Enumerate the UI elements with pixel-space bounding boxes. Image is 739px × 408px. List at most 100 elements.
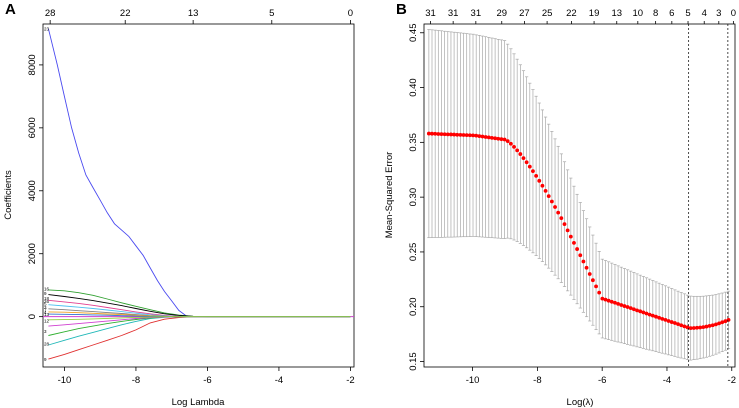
panel-b-top-tick-label: 31 bbox=[471, 8, 482, 19]
panel-b-top-tick-label: 0 bbox=[731, 8, 736, 19]
panel-a-y-tick-label: 8000 bbox=[27, 54, 38, 75]
panel-a-series-line bbox=[48, 316, 351, 346]
panel-a-letter: A bbox=[5, 1, 16, 18]
panel-b: B Log(λ) Mean-Squared Error -10 -8 -6 -4 -2 … bbox=[384, 1, 736, 408]
panel-a-x-tick-label: -6 bbox=[203, 375, 211, 386]
panel-b-point bbox=[540, 183, 545, 188]
panel-b-point bbox=[562, 222, 567, 227]
panel-b-point bbox=[486, 135, 491, 140]
panel-b-top-tick-label: 5 bbox=[685, 8, 690, 19]
panel-b-y-ticks: 0.15 0.20 0.25 0.30 0.35 0.40 0.45 bbox=[408, 24, 424, 371]
panel-b-point bbox=[543, 188, 548, 193]
panel-b-point bbox=[682, 324, 687, 329]
panel-b-point bbox=[720, 320, 725, 325]
panel-a-top-tick-label: 5 bbox=[269, 8, 274, 19]
panel-b-top-tick-label: 22 bbox=[566, 8, 577, 19]
panel-b-point bbox=[553, 205, 557, 209]
panel-b-top-tick-label: 31 bbox=[425, 8, 436, 19]
panel-a-x-tick-label: -10 bbox=[58, 375, 72, 386]
panel-b-point bbox=[458, 132, 463, 137]
panel-b-point bbox=[701, 325, 706, 330]
panel-a-top-tick-label: 13 bbox=[188, 8, 199, 19]
panel-b-plot-box bbox=[423, 23, 736, 368]
panel-b-point bbox=[559, 216, 564, 221]
panel-b-point bbox=[631, 307, 636, 312]
panel-a-series-label: 28 bbox=[44, 341, 50, 346]
panel-b-point bbox=[452, 132, 456, 137]
panel-b-y-tick-label: 0.25 bbox=[408, 243, 419, 262]
panel-a-series-line bbox=[48, 316, 351, 327]
panel-b-point bbox=[537, 178, 542, 183]
panel-b-point bbox=[521, 156, 526, 161]
panel-a-series-label: 23 bbox=[44, 27, 50, 32]
panel-a-series-line bbox=[48, 311, 351, 318]
panel-b-point bbox=[433, 131, 438, 136]
panel-b-point bbox=[673, 321, 677, 325]
panel-b-error-bars bbox=[427, 29, 731, 361]
panel-b-point bbox=[572, 240, 576, 245]
panel-a-series-label: 16 bbox=[44, 286, 50, 291]
panel-b-point bbox=[436, 132, 441, 136]
panel-a-y-tick-label: 6000 bbox=[27, 117, 38, 138]
panel-b-points bbox=[426, 131, 731, 330]
panel-b-point bbox=[698, 325, 703, 330]
panel-b-point bbox=[628, 306, 633, 311]
panel-a-y-tick-label: 2000 bbox=[27, 243, 38, 264]
panel-b-point bbox=[676, 322, 680, 327]
panel-a-x-ticks: -10 -8 -6 -4 -2 bbox=[58, 367, 355, 386]
panel-b-point bbox=[461, 133, 466, 137]
panel-b-point bbox=[647, 312, 652, 317]
panel-b-x-tick-label: -8 bbox=[533, 375, 541, 386]
panel-b-x-tick-label: -4 bbox=[663, 375, 671, 386]
panel-a-y-ticks: 0 2000 4000 6000 8000 bbox=[27, 54, 43, 319]
panel-a-series-label: 9 bbox=[44, 291, 47, 296]
panel-b-point bbox=[483, 135, 488, 139]
panel-a-series-line bbox=[48, 316, 351, 360]
panel-a-xlabel: Log Lambda bbox=[172, 397, 226, 408]
panel-b-point bbox=[496, 136, 501, 141]
panel-b-point bbox=[603, 297, 608, 302]
panel-b-point bbox=[638, 309, 643, 314]
panel-a-series-label: 3 bbox=[44, 329, 47, 334]
panel-b-point bbox=[717, 321, 721, 326]
panel-b-point bbox=[512, 144, 516, 149]
panel-b-point bbox=[568, 234, 573, 239]
panel-b-point bbox=[679, 323, 684, 328]
panel-b-point bbox=[613, 300, 617, 305]
panel-a-series-label: 9 bbox=[44, 357, 47, 362]
panel-a-top-tick-label: 28 bbox=[45, 8, 56, 19]
panel-b-point bbox=[726, 317, 731, 322]
panel-b-point bbox=[691, 326, 696, 330]
panel-b-point bbox=[590, 278, 595, 283]
panel-a-series-label: 12 bbox=[44, 318, 50, 323]
panel-a-plot-box bbox=[42, 23, 355, 368]
panel-b-top-tick-label: 31 bbox=[448, 8, 459, 19]
panel-b-point bbox=[426, 131, 431, 136]
panel-b-point bbox=[669, 320, 674, 324]
panel-b-point bbox=[556, 210, 561, 215]
panel-b-point bbox=[622, 304, 627, 308]
panel-a-series-label: 13 bbox=[44, 312, 50, 317]
panel-b-letter: B bbox=[396, 1, 407, 18]
panel-a-y-tick-label: 4000 bbox=[27, 180, 38, 201]
panel-b-point bbox=[575, 247, 580, 251]
panel-b-point bbox=[666, 319, 671, 323]
panel-a-series-label: 5 bbox=[44, 301, 47, 306]
panel-b-y-tick-label: 0.15 bbox=[408, 352, 419, 371]
panel-b-point bbox=[502, 137, 507, 142]
panel-b-point bbox=[688, 326, 693, 330]
panel-b-top-tick-label: 4 bbox=[702, 8, 707, 19]
panel-a-ylabel: Coefficients bbox=[3, 170, 14, 220]
panel-b-ylabel: Mean-Squared Error bbox=[384, 152, 395, 239]
panel-b-top-tick-label: 27 bbox=[519, 8, 530, 19]
panel-b-point bbox=[616, 301, 621, 306]
panel-b-top-tick-label: 6 bbox=[669, 8, 674, 19]
panel-b-point bbox=[597, 290, 602, 295]
panel-b-point bbox=[710, 323, 715, 328]
panel-a-series-line bbox=[48, 289, 351, 318]
panel-b-y-tick-label: 0.40 bbox=[408, 78, 419, 97]
panel-b-top-tick-label: 25 bbox=[542, 8, 553, 19]
panel-b-x-tick-label: -10 bbox=[466, 375, 480, 386]
panel-b-y-tick-label: 0.30 bbox=[408, 188, 419, 207]
panel-b-point bbox=[660, 316, 665, 321]
